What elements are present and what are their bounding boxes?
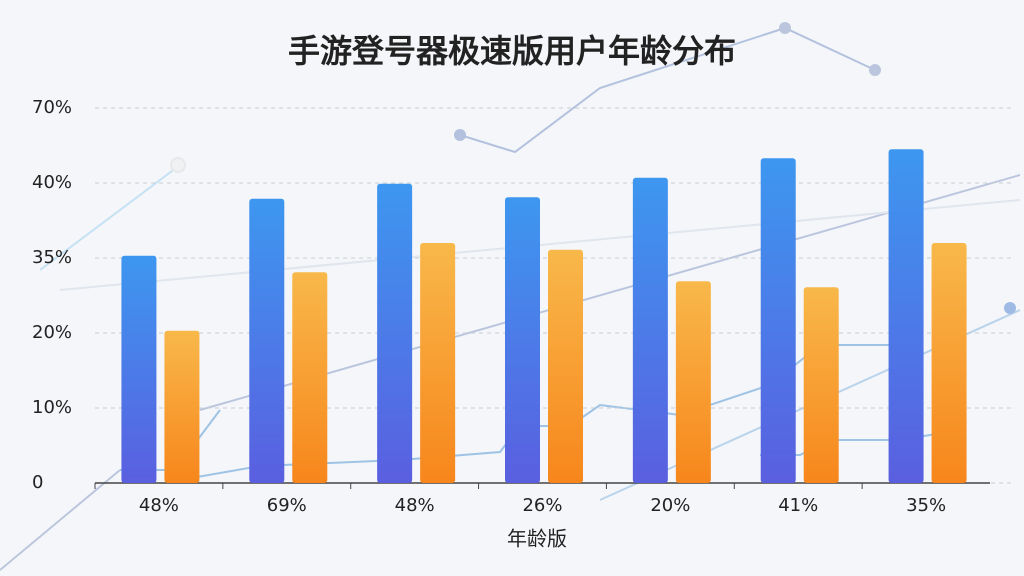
bar <box>164 330 200 483</box>
bar <box>292 272 328 483</box>
y-tick-label: 35% <box>32 247 72 268</box>
bar <box>377 183 413 483</box>
x-tick-label: 48% <box>395 495 435 516</box>
x-tick-label: 48% <box>139 495 179 516</box>
x-tick-label: 41% <box>778 495 818 516</box>
bar <box>548 249 583 483</box>
bar <box>121 255 157 483</box>
bar <box>888 149 924 483</box>
bar <box>505 197 540 483</box>
bar <box>760 158 796 483</box>
bar <box>249 198 285 483</box>
y-tick-label: 70% <box>32 97 72 118</box>
y-tick-label: 0 <box>32 472 43 493</box>
x-tick-label: 20% <box>650 495 690 516</box>
x-axis-label: 年龄版 <box>507 527 567 551</box>
bar <box>420 243 456 483</box>
chart-title: 手游登号器极速版用户年龄分布 <box>288 32 736 70</box>
y-tick-label: 40% <box>32 172 72 193</box>
x-tick-label: 35% <box>906 495 946 516</box>
bar <box>632 177 668 483</box>
x-tick-label: 26% <box>522 495 562 516</box>
bar <box>931 243 967 483</box>
y-tick-label: 20% <box>32 322 72 343</box>
bar <box>803 287 839 483</box>
y-tick-label: 10% <box>32 397 72 418</box>
bar <box>675 281 711 483</box>
x-tick-label: 69% <box>267 495 307 516</box>
